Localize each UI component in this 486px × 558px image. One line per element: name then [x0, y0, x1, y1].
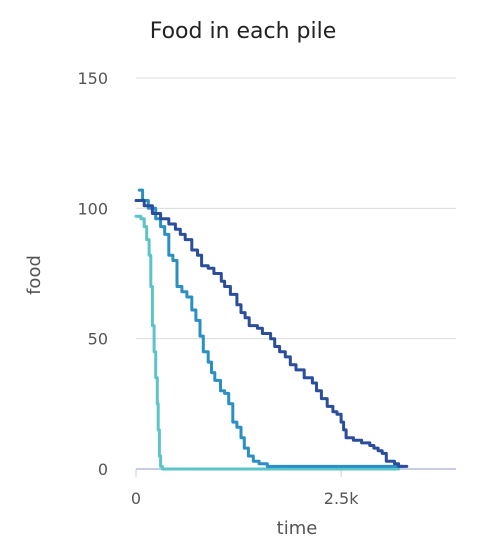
series-layer	[134, 188, 409, 471]
x-axis-label: time	[277, 518, 318, 539]
y-tick-label: 100	[77, 199, 108, 218]
series-line-2	[137, 188, 405, 468]
y-tick-label: 50	[88, 330, 108, 349]
x-tick-label: 2.5k	[324, 489, 359, 508]
y-tick-label: 150	[77, 69, 108, 88]
chart-title: Food in each pile	[150, 19, 337, 44]
tick-layer: 0 50 100 150 0 2.5k	[77, 69, 359, 508]
series-line-3	[134, 199, 409, 468]
series-line-1	[134, 214, 401, 471]
y-tick-label: 0	[98, 460, 108, 479]
x-tick-label: 0	[131, 489, 141, 508]
y-axis-label: food	[24, 255, 45, 295]
grid-layer	[136, 77, 456, 470]
